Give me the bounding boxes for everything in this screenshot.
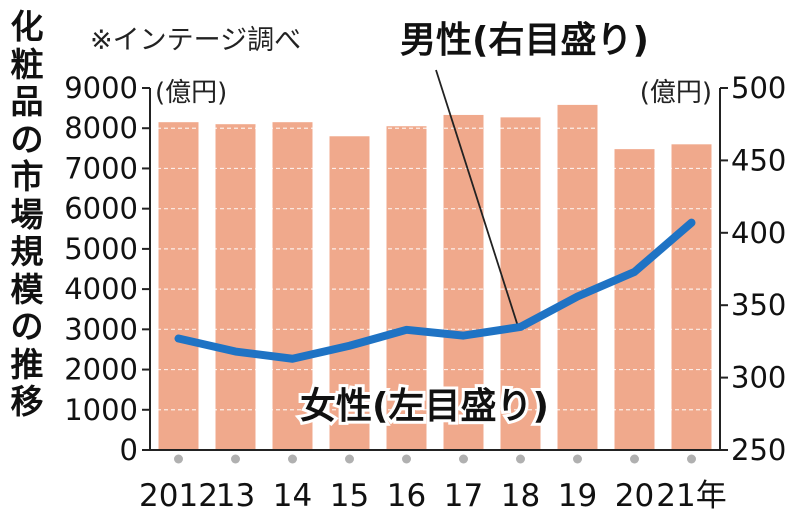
chart-title: 化粧品の市場規模の推移 bbox=[4, 8, 50, 421]
source-note: ※インテージ調べ bbox=[90, 25, 301, 56]
category-dot bbox=[687, 454, 696, 464]
male-series-label: 男性(右目盛り) bbox=[400, 20, 649, 61]
right-tick-label: 400 bbox=[731, 216, 786, 250]
left-tick-label: 5000 bbox=[64, 232, 138, 266]
category-dot bbox=[345, 454, 354, 464]
title-char: 模 bbox=[10, 269, 44, 309]
title-char: 化 bbox=[10, 7, 44, 46]
male-leader-line bbox=[435, 69, 519, 326]
bar-21年 bbox=[671, 144, 712, 451]
category-label: 18 bbox=[501, 478, 540, 514]
female-series-label: 女性(左目盛り) bbox=[300, 386, 549, 427]
left-tick-label: 6000 bbox=[64, 192, 138, 226]
left-tick-label: 0 bbox=[120, 433, 138, 467]
category-dot bbox=[573, 454, 582, 464]
left-unit-label: (億円) bbox=[155, 78, 227, 108]
category-dot bbox=[288, 454, 297, 464]
title-char: の bbox=[10, 307, 44, 346]
bar-18 bbox=[500, 117, 541, 451]
right-tick-label: 500 bbox=[731, 71, 786, 105]
bar-14 bbox=[272, 122, 313, 450]
left-tick-label: 2000 bbox=[64, 353, 138, 387]
category-label: 21年 bbox=[656, 478, 726, 514]
left-tick-label: 3000 bbox=[64, 312, 138, 346]
bar-15 bbox=[329, 136, 370, 450]
right-tick-label: 350 bbox=[731, 288, 786, 322]
title-char: 移 bbox=[10, 382, 44, 421]
category-label: 16 bbox=[387, 478, 426, 514]
category-label: 2012 bbox=[139, 478, 218, 514]
category-label: 20 bbox=[615, 478, 654, 514]
right-tick-label: 300 bbox=[731, 361, 786, 395]
bar-13 bbox=[215, 124, 256, 450]
left-tick-label: 9000 bbox=[64, 71, 138, 105]
category-label: 14 bbox=[273, 478, 312, 514]
category-dot bbox=[630, 454, 639, 464]
bar-17 bbox=[443, 114, 484, 451]
right-tick-label: 250 bbox=[731, 433, 786, 467]
category-label: 13 bbox=[216, 478, 255, 514]
bar-20 bbox=[614, 149, 655, 451]
bar-2012 bbox=[158, 122, 199, 450]
category-dot bbox=[402, 454, 411, 464]
category-label: 19 bbox=[558, 478, 597, 514]
title-char: 粧 bbox=[10, 44, 44, 84]
category-dot bbox=[516, 454, 525, 464]
right-tick-label: 450 bbox=[731, 143, 786, 177]
title-char: 市 bbox=[10, 157, 44, 196]
category-dot bbox=[174, 454, 183, 464]
title-char: の bbox=[10, 119, 44, 159]
left-tick-label: 1000 bbox=[64, 393, 138, 427]
title-char: 品 bbox=[10, 82, 44, 121]
category-label: 15 bbox=[330, 478, 369, 514]
category-dot bbox=[459, 454, 468, 464]
bar-19 bbox=[557, 104, 598, 450]
male-series-line bbox=[174, 218, 696, 363]
category-label: 17 bbox=[444, 478, 483, 514]
title-char: 規 bbox=[10, 232, 44, 271]
bar-16 bbox=[386, 126, 427, 450]
left-tick-label: 7000 bbox=[64, 151, 138, 185]
left-tick-label: 4000 bbox=[64, 272, 138, 306]
title-char: 推 bbox=[10, 344, 44, 384]
category-dot bbox=[231, 454, 240, 464]
title-char: 場 bbox=[10, 194, 44, 234]
left-tick-label: 8000 bbox=[64, 111, 138, 145]
right-unit-label: (億円) bbox=[640, 78, 712, 108]
